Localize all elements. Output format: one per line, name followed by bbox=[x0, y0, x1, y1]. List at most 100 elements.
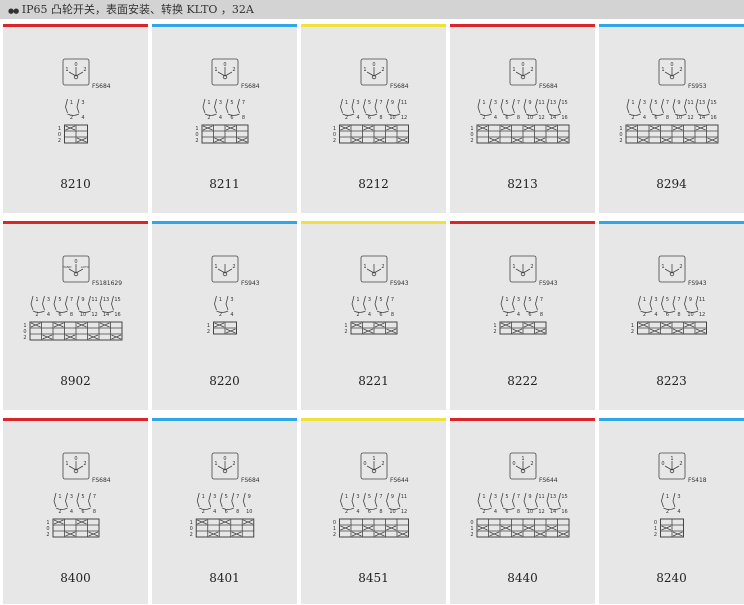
contact bbox=[42, 295, 45, 311]
contact-link bbox=[479, 507, 492, 510]
terminal-label: 6 bbox=[58, 312, 61, 318]
cross-mark bbox=[695, 328, 706, 334]
contact-link bbox=[525, 507, 538, 510]
product-card[interactable]: 1 0 2 FS684 1 2 3 4 5 6 7 8 1 0 2 8400 bbox=[3, 418, 148, 604]
dial-pointer bbox=[68, 67, 84, 77]
dial-code: FS684 bbox=[241, 83, 260, 90]
product-number: 8294 bbox=[656, 177, 687, 191]
row-label: 2 bbox=[631, 329, 634, 335]
dial-label-left: 1 bbox=[65, 67, 68, 73]
contact bbox=[477, 98, 481, 114]
product-card[interactable]: 1 2 FS943 1 2 3 4 1 2 8220 bbox=[152, 221, 297, 410]
product-card[interactable]: 1 0 2 FS953 1 2 3 4 5 6 7 8 9 10 11 12 13 14 15 16 1 0 2 8294 bbox=[599, 24, 744, 213]
bullet-icon: ●● bbox=[8, 7, 19, 15]
terminal-label: 5 bbox=[505, 494, 508, 500]
row-label: 2 bbox=[344, 329, 347, 335]
dial-label-right: 2 bbox=[381, 67, 384, 73]
dial-box bbox=[62, 255, 90, 283]
dial-label-left: 1 bbox=[214, 461, 217, 467]
row-label: 1 bbox=[470, 126, 473, 132]
cross-mark bbox=[397, 137, 408, 143]
cross-mark bbox=[237, 137, 248, 143]
terminal-label: 9 bbox=[528, 100, 531, 106]
product-card[interactable]: 1 0 2 FS684 1 2 3 4 1 0 2 8210 bbox=[3, 24, 148, 213]
terminal-label: 6 bbox=[225, 509, 228, 515]
terminal-label: 9 bbox=[248, 494, 251, 500]
product-number: 8401 bbox=[209, 571, 240, 585]
terminal-label: 1 bbox=[643, 297, 646, 303]
terminal-label: 13 bbox=[699, 100, 705, 106]
contact bbox=[684, 295, 687, 311]
terminal-label: 15 bbox=[114, 297, 120, 303]
dial-label-top: 0 bbox=[74, 259, 77, 265]
dial-code: FS644 bbox=[539, 477, 558, 484]
dial-pointer bbox=[515, 461, 531, 471]
product-number: 8220 bbox=[209, 374, 240, 388]
dial-code: FS943 bbox=[390, 280, 409, 287]
contact bbox=[661, 295, 664, 311]
terminal-label: 7 bbox=[517, 100, 520, 106]
terminal-label: 11 bbox=[538, 100, 544, 106]
product-card[interactable]: 0 1 2 FS644 1 2 3 4 5 6 7 8 9 10 11 12 13 14 15 16 0 1 2 8440 bbox=[450, 418, 595, 604]
terminal-label: 7 bbox=[540, 297, 543, 303]
cross-mark bbox=[76, 137, 87, 143]
cross-mark bbox=[76, 519, 87, 525]
contact bbox=[523, 492, 527, 508]
contact bbox=[626, 98, 630, 114]
product-card[interactable]: HAND 0 AUTO FS181629 1 2 3 4 5 6 7 8 9 10 11 12 13 14 15 16… bbox=[3, 221, 148, 410]
contact-link bbox=[353, 310, 366, 313]
section-header: ●● IP65 凸轮开关，表面安装、转换 KLTO ，32A bbox=[0, 0, 744, 19]
product-card[interactable]: 1 0 2 FS684 1 2 3 4 5 6 7 8 9 10 1 0 2 8401 bbox=[152, 418, 297, 604]
terminal-label: 8 bbox=[677, 312, 680, 318]
row-label: 1 bbox=[333, 526, 336, 532]
contact bbox=[512, 492, 515, 508]
row-label: 2 bbox=[470, 138, 473, 144]
product-card[interactable]: 1 0 2 FS684 1 2 3 4 5 6 7 8 1 0 2 8211 bbox=[152, 24, 297, 213]
product-card[interactable]: 1 2 FS943 1 2 3 4 5 6 7 8 1 2 8222 bbox=[450, 221, 595, 410]
dial-box bbox=[211, 58, 239, 86]
dial-label-right: 2 bbox=[232, 264, 235, 270]
terminal-label: 2 bbox=[356, 312, 359, 318]
cross-mark bbox=[351, 531, 362, 537]
contact-link bbox=[628, 113, 641, 116]
terminal-label: 8 bbox=[379, 115, 382, 121]
terminal-label: 13 bbox=[550, 494, 556, 500]
terminal-label: 2 bbox=[207, 115, 210, 121]
row-label: 1 bbox=[23, 323, 26, 329]
dial-code: FS943 bbox=[539, 280, 558, 287]
terminal-label: 3 bbox=[494, 494, 497, 500]
terminal-label: 4 bbox=[494, 115, 497, 121]
terminal-label: 11 bbox=[699, 297, 705, 303]
contact bbox=[500, 295, 504, 311]
cross-mark bbox=[88, 334, 99, 340]
terminal-label: 3 bbox=[47, 297, 50, 303]
product-card[interactable]: 0 1 2 FS418 1 2 3 4 0 1 2 8240 bbox=[599, 418, 744, 604]
terminal-label: 2 bbox=[219, 312, 222, 318]
terminal-label: 13 bbox=[550, 100, 556, 106]
row-label: 1 bbox=[654, 526, 657, 532]
row-label: 1 bbox=[190, 520, 193, 526]
product-card[interactable]: 1 2 FS943 1 2 3 4 5 6 7 8 1 2 8221 bbox=[301, 221, 446, 410]
product-card[interactable]: 1 0 2 FS684 1 2 3 4 5 6 7 8 9 10 11 12 1 0 2 8212 bbox=[301, 24, 446, 213]
contact-link bbox=[674, 113, 687, 116]
product-number: 8222 bbox=[507, 374, 538, 388]
terminal-label: 4 bbox=[643, 115, 646, 121]
row-label: 0 bbox=[46, 526, 49, 532]
cross-mark bbox=[374, 137, 385, 143]
terminal-label: 3 bbox=[356, 100, 359, 106]
terminal-label: 3 bbox=[70, 494, 73, 500]
product-card[interactable]: 1 2 FS943 1 2 3 4 5 6 7 8 9 10 11 12 1 2 8223 bbox=[599, 221, 744, 410]
dial-label-left: 1 bbox=[363, 67, 366, 73]
product-card[interactable]: 0 1 2 FS644 1 2 3 4 5 6 7 8 9 10 11 12 0 1 2 8451 bbox=[301, 418, 446, 604]
row-label: 1 bbox=[344, 323, 347, 329]
product-card[interactable]: 1 0 2 FS684 1 2 3 4 5 6 7 8 9 10 11 12 13 14 15 16 1 0 2 8213 bbox=[450, 24, 595, 213]
dial-pointer bbox=[366, 264, 382, 274]
terminal-label: 7 bbox=[517, 494, 520, 500]
contact-link bbox=[55, 310, 68, 313]
cross-mark bbox=[535, 137, 546, 143]
contact-link bbox=[78, 507, 91, 510]
terminal-label: 14 bbox=[550, 509, 556, 515]
terminal-label: 9 bbox=[391, 494, 394, 500]
terminal-label: 3 bbox=[356, 494, 359, 500]
